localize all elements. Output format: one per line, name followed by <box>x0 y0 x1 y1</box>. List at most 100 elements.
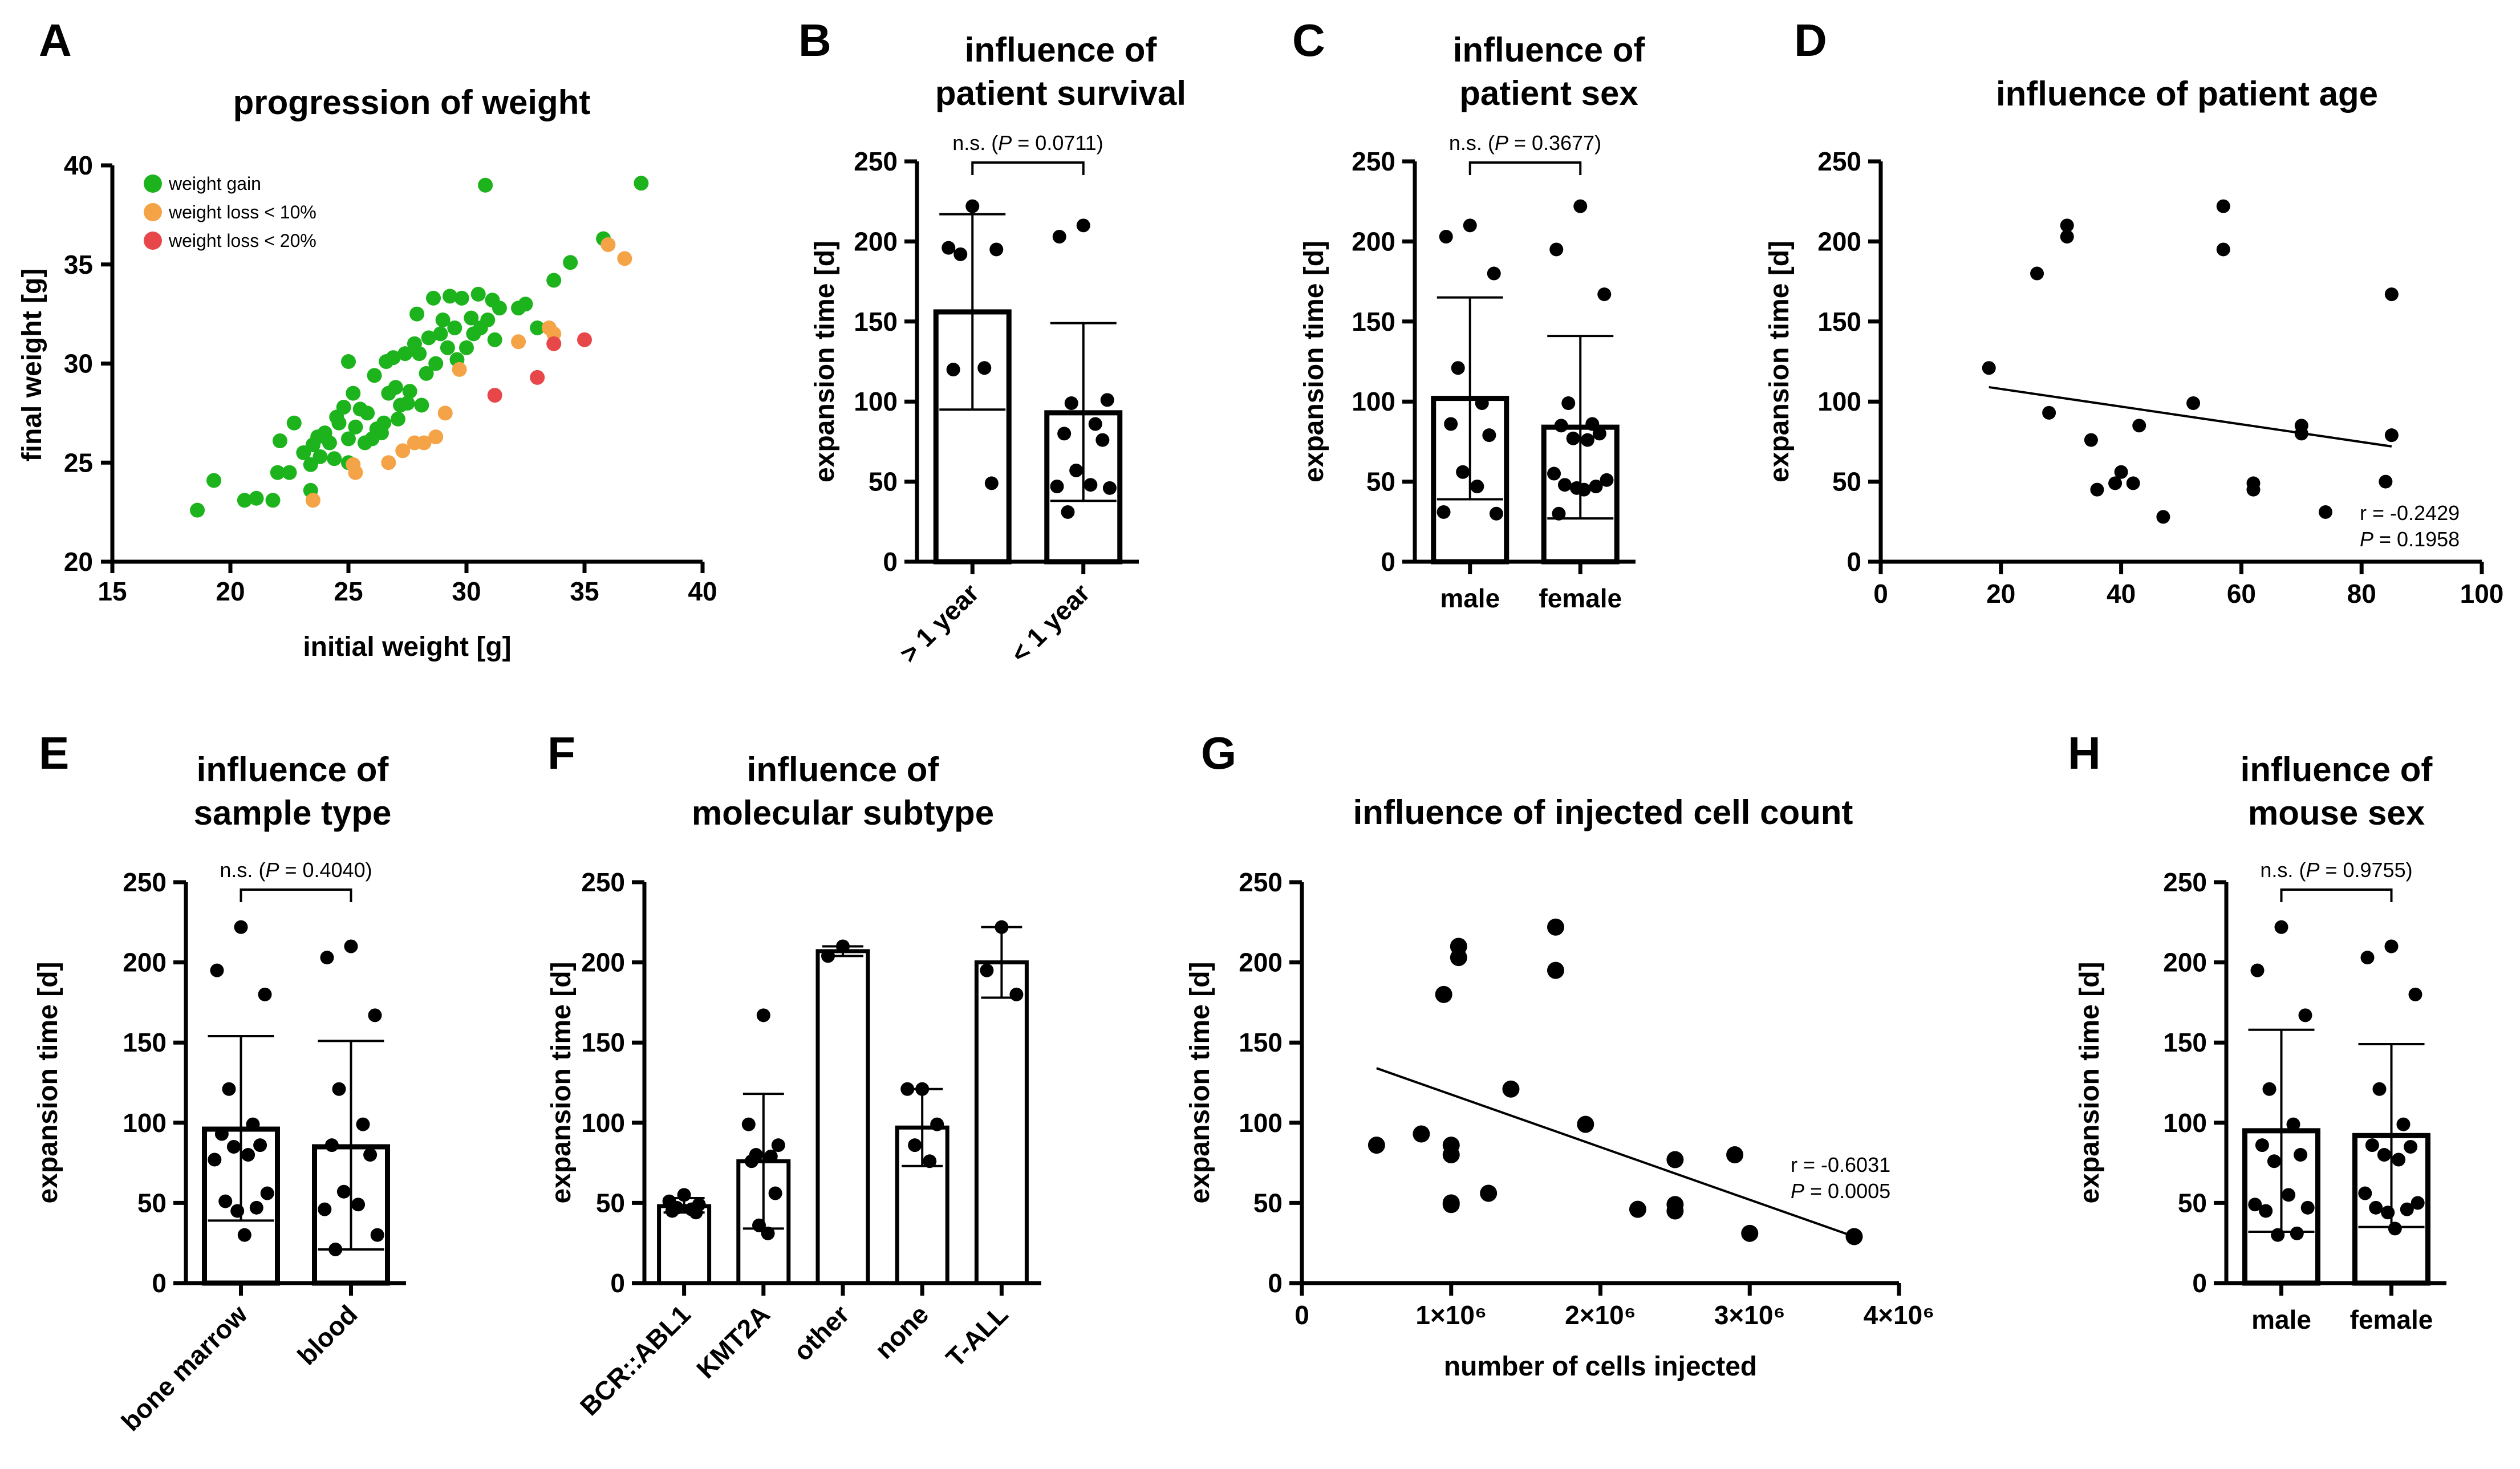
data-point <box>363 1148 378 1162</box>
data-point <box>1095 433 1110 447</box>
data-point <box>2042 405 2056 420</box>
data-point <box>2246 482 2261 497</box>
data-point <box>2090 482 2104 497</box>
data-point-weight-gain <box>390 411 405 427</box>
data-point-weight-gain <box>447 320 462 335</box>
data-point <box>2318 505 2332 519</box>
x-tick-label: 0 <box>1295 1300 1309 1330</box>
data-point <box>1435 985 1452 1003</box>
y-tick-label: 25 <box>64 448 93 477</box>
data-point <box>258 987 272 1001</box>
data-point <box>2358 1186 2372 1200</box>
data-point <box>1597 287 1612 302</box>
y-tick-label: 0 <box>152 1268 167 1298</box>
y-tick-label: 200 <box>1239 948 1283 977</box>
data-point <box>324 1138 339 1153</box>
ns-label: n.s. <box>952 131 985 155</box>
data-point-weight-gain <box>237 493 252 508</box>
p-label: P <box>2360 527 2373 551</box>
chart-title: sample type <box>194 794 392 832</box>
p-label: P <box>1791 1179 1804 1203</box>
data-point-weight-gain <box>327 451 342 466</box>
data-point-weight-gain <box>376 415 392 431</box>
data-point-weight-loss-10- <box>617 251 632 266</box>
y-tick-label: 150 <box>1352 307 1395 336</box>
x-tick-label: 80 <box>2347 579 2376 608</box>
data-point-weight-gain <box>249 490 264 506</box>
y-tick-label: 150 <box>581 1028 625 1057</box>
correlation-r: r = -0.6031 <box>1791 1153 1890 1176</box>
x-tick-label: 2×10⁶ <box>1565 1300 1636 1330</box>
y-tick-label: 100 <box>123 1108 167 1138</box>
data-point <box>2294 1148 2308 1162</box>
y-tick-label: 250 <box>2163 867 2207 897</box>
significance-bracket <box>2280 888 2393 902</box>
x-category-label: other <box>788 1299 855 1366</box>
x-tick-label: 15 <box>98 577 127 606</box>
data-point <box>768 1186 782 1200</box>
y-tick-label: 150 <box>1817 307 1861 336</box>
y-tick-label: 250 <box>1352 147 1395 176</box>
data-point <box>1456 465 1470 479</box>
y-tick-label: 30 <box>64 349 93 379</box>
data-point <box>2408 987 2422 1001</box>
data-point <box>2384 428 2399 443</box>
x-tick-label: 30 <box>452 577 481 606</box>
chart-title: influence of <box>197 750 389 789</box>
y-axis-label: expansion time [d] <box>1764 241 1795 482</box>
data-point <box>2298 1008 2312 1022</box>
chart-title: mouse sex <box>2248 794 2425 832</box>
y-tick-label: 150 <box>2163 1028 2207 1057</box>
x-tick-label: 25 <box>334 577 363 606</box>
chart-title: influence of <box>747 750 940 789</box>
data-point <box>2108 476 2123 490</box>
p-value: = 0.4040 <box>279 858 365 882</box>
data-point-weight-gain <box>400 396 415 411</box>
data-point <box>226 1139 241 1154</box>
data-point <box>741 1117 756 1131</box>
x-category-label: bone marrow <box>116 1299 253 1436</box>
x-category-label: female <box>2350 1305 2433 1334</box>
data-point <box>915 1082 930 1096</box>
paren-close: ) <box>2406 858 2413 882</box>
data-point-weight-gain <box>286 415 302 431</box>
data-point-weight-gain <box>480 313 496 328</box>
data-point <box>1442 1146 1460 1164</box>
data-point <box>208 1153 222 1167</box>
data-point-weight-loss-20- <box>546 336 562 351</box>
data-point <box>2084 433 2098 447</box>
panel-label-E: E <box>39 728 69 778</box>
y-tick-label: 100 <box>1239 1108 1283 1138</box>
data-point <box>2377 1148 2391 1162</box>
data-point <box>2392 1153 2406 1167</box>
data-point <box>1561 396 1576 411</box>
bar-bcr-abl1 <box>657 1204 712 1285</box>
data-point-weight-gain <box>478 177 493 193</box>
x-category-label: blood <box>291 1299 363 1370</box>
y-tick-label: 35 <box>64 250 93 279</box>
data-point <box>2360 951 2375 965</box>
data-point-weight-gain <box>428 356 444 371</box>
data-point-weight-gain <box>206 473 222 488</box>
correlation-p: P = 0.1958 <box>2360 527 2460 551</box>
data-point <box>756 1008 770 1022</box>
data-point-weight-loss-10- <box>511 334 526 350</box>
data-point-weight-gain <box>402 384 417 399</box>
data-point <box>1463 218 1477 233</box>
ns-label: n.s. <box>1449 131 1482 155</box>
data-point-weight-gain <box>459 340 474 355</box>
data-point <box>2400 1202 2414 1216</box>
paren-open: ( <box>2293 858 2306 882</box>
legend-marker <box>144 203 162 221</box>
data-point-weight-gain <box>454 290 469 306</box>
panel-label-D: D <box>1794 15 1827 66</box>
data-point-weight-gain <box>360 405 375 421</box>
y-tick-label: 200 <box>1352 226 1395 256</box>
data-point-weight-gain <box>409 306 425 322</box>
data-point <box>1845 1228 1863 1245</box>
data-point <box>1573 199 1588 213</box>
data-point-weight-gain <box>270 465 285 480</box>
data-point <box>370 1228 384 1242</box>
data-point-weight-gain <box>530 320 545 335</box>
x-tick-label: 3×10⁶ <box>1714 1300 1785 1330</box>
